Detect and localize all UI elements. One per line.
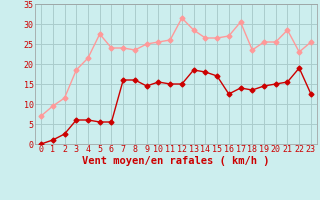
X-axis label: Vent moyen/en rafales ( km/h ): Vent moyen/en rafales ( km/h ) [82, 156, 270, 166]
